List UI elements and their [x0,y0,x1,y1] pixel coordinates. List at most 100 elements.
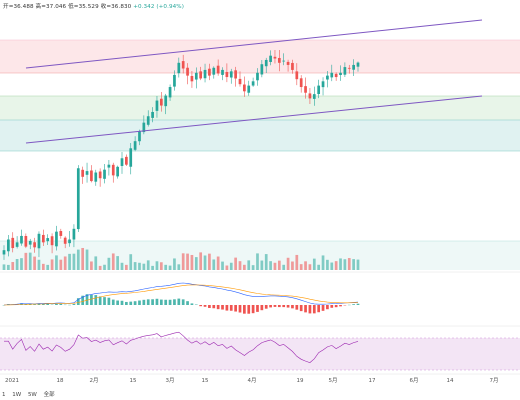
x-tick-label: 6月 [410,377,419,384]
macd-histogram-bar [321,305,325,311]
candle-body [260,64,264,75]
volume-bar [50,259,54,270]
volume-bar [221,261,224,270]
volume-bar [190,254,194,270]
candle-body [317,85,321,95]
x-tick-label: 3月 [166,377,175,384]
macd-histogram-bar [107,297,111,305]
volume-bar [299,264,303,270]
volume-bar [282,264,286,270]
channel-upper-line[interactable] [25,19,483,69]
candle-body [177,62,181,74]
timeframe-1w[interactable]: 1W [12,392,22,398]
volume-bar [273,262,277,270]
volume-bar [264,254,268,270]
macd-histogram-bar [304,305,307,313]
volume-bar [208,253,211,270]
candle-body [15,242,19,247]
volume-bar [55,255,58,270]
candle-body [238,78,242,85]
volume-bar [151,265,154,270]
timeframe-1[interactable]: 1 [2,392,6,398]
volume-bar [46,264,50,270]
candle-body [334,73,338,78]
volume-bar [203,255,207,270]
volume-bar [212,259,216,270]
volume-bar [194,257,198,270]
candle-body [24,235,28,247]
volume-bar [286,257,290,270]
volume-bar [103,264,106,270]
open-value: 开=36.488 [3,4,34,10]
channel-lower-line[interactable] [25,95,483,144]
candle-body [159,98,163,106]
candle-body [216,65,220,74]
candle-body [194,72,198,80]
timeframe-all[interactable]: 全部 [43,392,55,398]
macd-histogram-bar [146,299,150,305]
volume-bar [24,252,28,270]
macd-histogram-bar [186,301,189,305]
timeframe-5w[interactable]: 5W [27,392,37,398]
volume-bar [15,259,19,270]
candle-body [55,231,58,247]
candle-body [282,60,286,62]
volume-bar [37,259,41,270]
volume-bar [177,264,181,270]
candle-body [229,71,233,78]
candle-body [116,166,119,177]
timeframe-bar: 1 1W 5W 全部 [2,390,60,398]
macd-histogram-bar [339,305,342,307]
macd-histogram-bar [155,298,159,305]
candle-body [347,67,351,69]
macd-histogram-bar [125,301,128,305]
candle-body [208,68,211,76]
volume-bar [63,256,67,270]
candle-body [103,169,106,179]
candle-body [356,62,360,67]
candles [2,49,360,260]
macd-histogram-bar [33,304,36,305]
candle-body [186,67,189,76]
volume-bars [2,247,360,270]
candle-body [129,148,133,167]
candle-body [203,69,207,79]
volume-bar [312,258,316,270]
macd-histogram-bar [37,303,41,305]
resistance-zone [0,40,520,73]
candle-body [81,169,85,177]
macd-line [3,282,359,306]
x-axis: 2021 18 2月 15 3月 15 4月 19 5月 17 6月 14 7月 [5,377,499,384]
macd-histogram-bar [208,305,211,308]
volume-bar [72,253,76,270]
macd-histogram-bar [277,305,281,308]
macd-histogram-bar [59,303,63,305]
candle-body [190,75,194,82]
volume-bar [138,262,141,270]
macd-histogram-bar [247,305,251,314]
candle-body [339,72,342,76]
macd-histogram-bar [120,300,124,305]
x-tick-label: 15 [130,378,137,384]
candle-body [256,72,259,81]
volume-bar [94,256,98,270]
macd-histogram-bar [199,305,203,307]
volume-bar [76,249,80,270]
candle-body [37,233,41,249]
macd-histogram-bar [90,294,93,305]
volume-bar [356,259,360,270]
macd-histogram-bar [286,305,290,308]
candle-body [164,95,168,107]
rsi-band [0,338,520,370]
macd-histogram-bar [282,305,286,308]
low-value: 低=35.529 [68,4,99,10]
candle-body [321,81,325,88]
candle-body [41,234,45,243]
volume-bar [225,265,229,270]
macd-histogram-bar [129,301,133,305]
candle-body [68,239,71,244]
macd-pane [2,282,360,314]
volume-bar [33,256,36,270]
candle-body [111,164,115,176]
